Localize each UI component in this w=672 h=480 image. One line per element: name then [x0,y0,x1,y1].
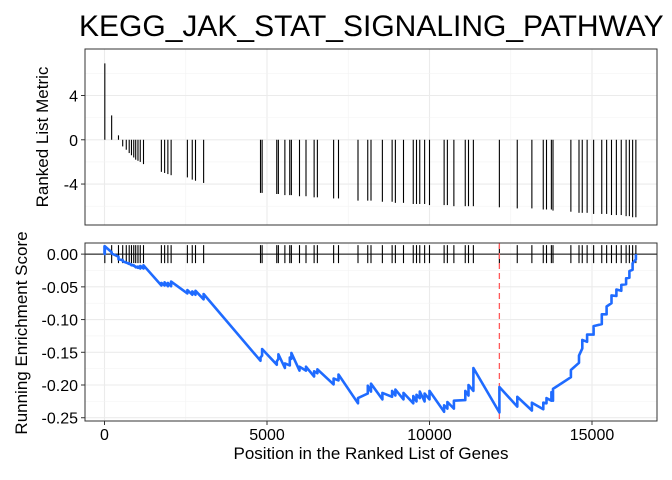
x-axis-title: Position in the Ranked List of Genes [234,444,509,463]
x-tick-label: 15000 [570,427,615,444]
running-enrichment-score-line [103,245,638,414]
ranked-metric-y-axis-title: Ranked List Metric [33,66,52,207]
gene-hit-ticks [104,245,637,264]
ranked-metric-y-ticks: 4 0 -4 [64,88,85,194]
chart-title: KEGG_JAK_STAT_SIGNALING_PATHWAY [79,10,664,43]
enrichment-score-y-ticks: 0.00 -0.05 -0.10 -0.15 -0.20 -0.25 [42,247,85,428]
ranked-metric-panel-border [84,48,658,226]
ranked-metric-bars [104,63,637,218]
x-tick-label: 0 [100,427,109,444]
y-tick-label: -0.15 [42,345,79,362]
enrichment-score-grid [85,243,657,421]
y-tick-label: -0.10 [42,313,79,330]
y-tick-label: 0.00 [47,247,78,264]
y-tick-label: -4 [64,177,78,194]
y-tick-label: 4 [69,88,78,105]
ranked-metric-panel: 4 0 -4 Ranked List Metric [33,48,658,226]
y-tick-label: -0.05 [42,280,79,297]
y-tick-label: -0.25 [42,411,79,428]
position-x-ticks: 0 5000 10000 15000 [100,421,614,444]
y-tick-label: 0 [69,133,78,150]
enrichment-score-panel-border [84,242,658,422]
y-tick-label: -0.20 [42,378,79,395]
x-tick-label: 10000 [407,427,452,444]
enrichment-score-y-axis-title: Running Enrichment Score [12,231,31,434]
x-tick-label: 5000 [249,427,285,444]
enrichment-score-panel: 0.00 -0.05 -0.10 -0.15 -0.20 -0.25 0 5000 10000… [12,231,658,463]
